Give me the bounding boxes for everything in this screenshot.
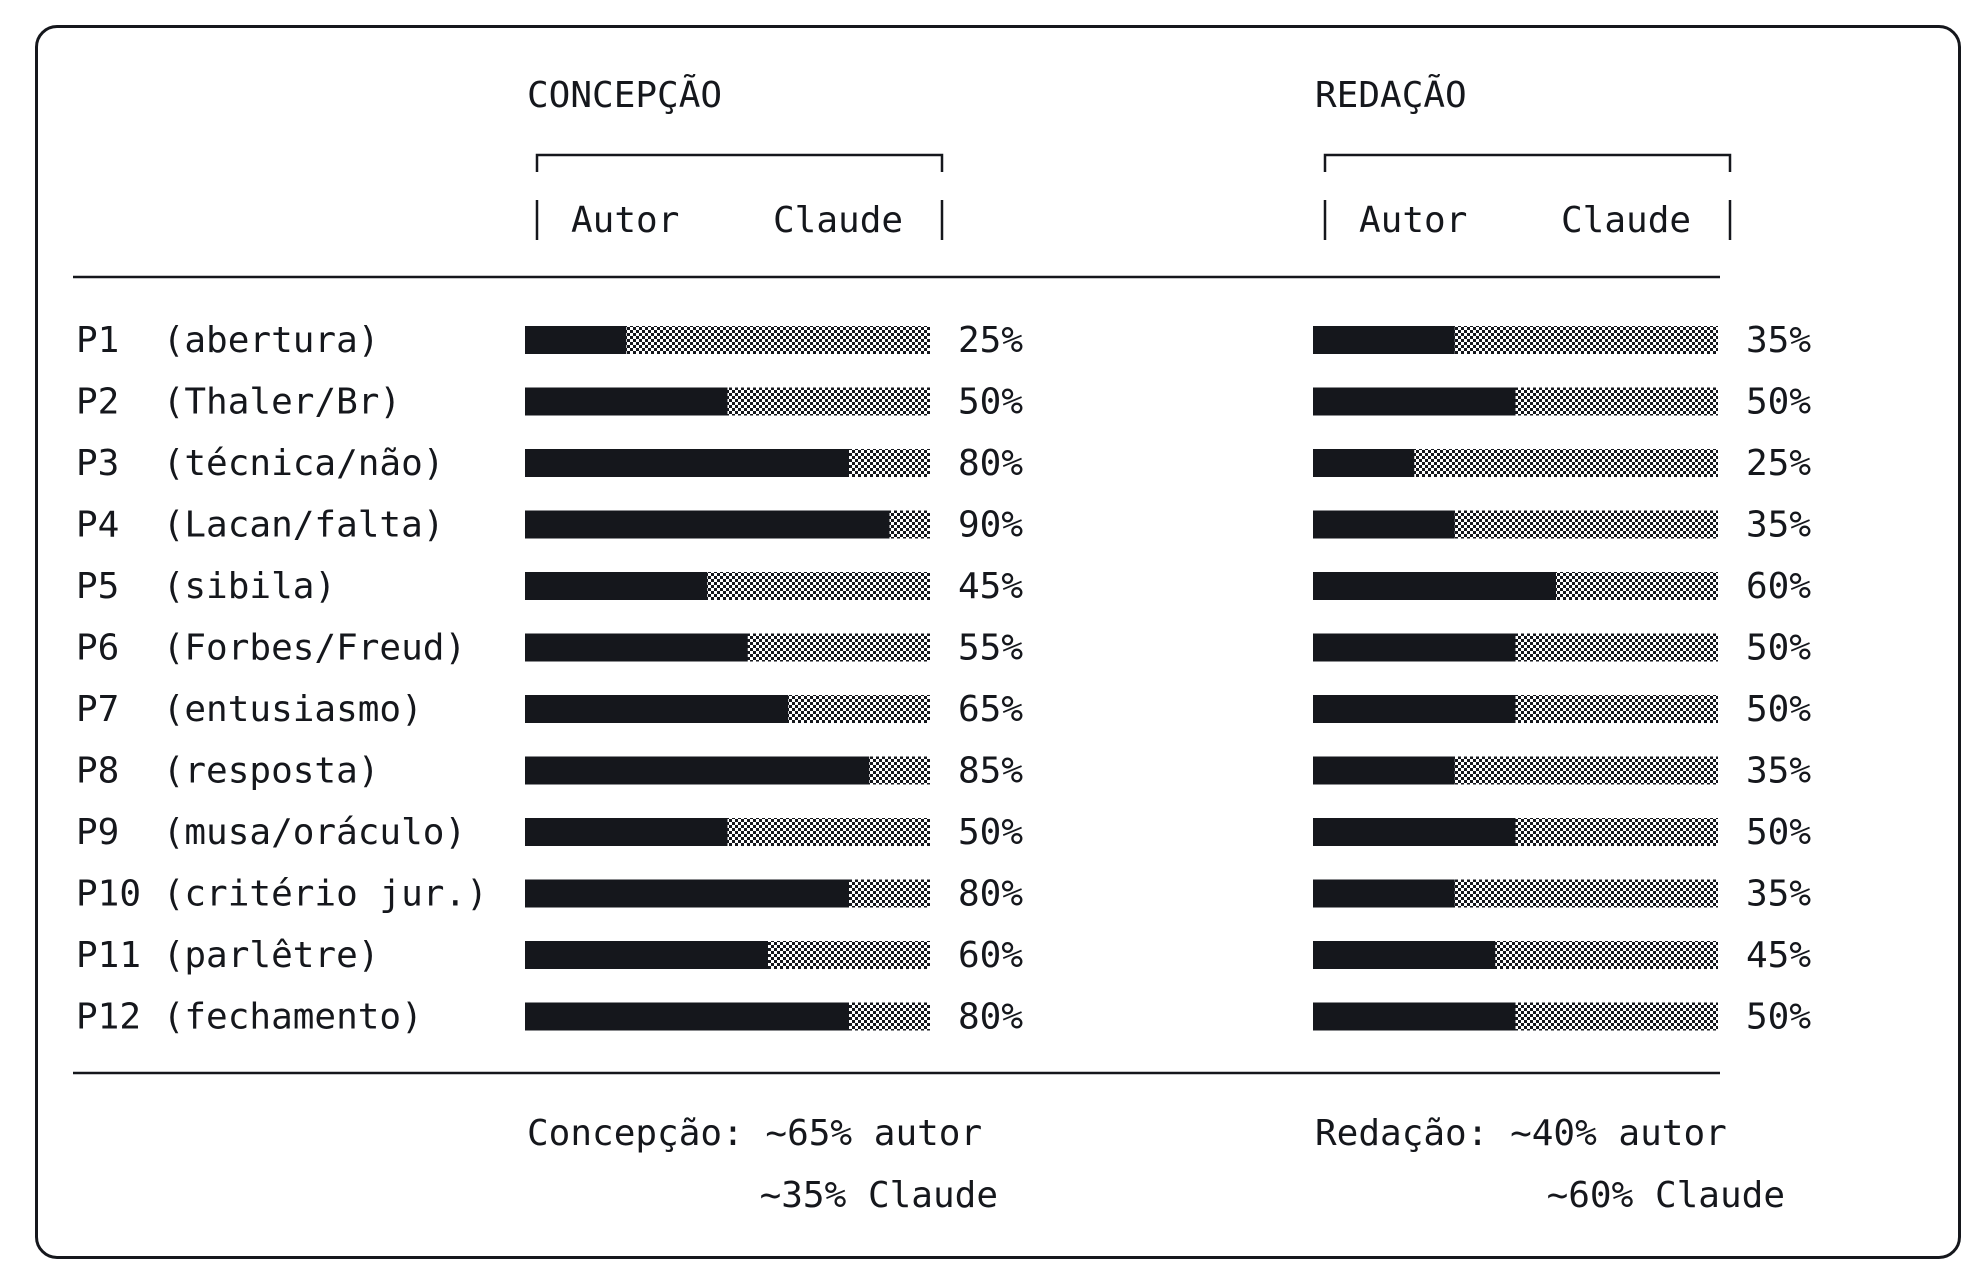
redacao-summary-line1: Redação: ~40% autor bbox=[1315, 1113, 1727, 1154]
redacao-value-label-2: 50% bbox=[1746, 382, 1811, 423]
concepcao-bar-autor-8 bbox=[525, 756, 870, 785]
concepcao-summary-line1: Concepção: ~65% autor bbox=[527, 1113, 982, 1154]
redacao-summary-line2: ~60% Claude bbox=[1547, 1175, 1785, 1216]
concepcao-value-label-9: 50% bbox=[958, 812, 1023, 853]
concepcao-value-label-7: 65% bbox=[958, 689, 1023, 730]
redacao-legend-autor: Autor bbox=[1359, 200, 1467, 241]
redacao-bar-autor-4 bbox=[1313, 510, 1455, 539]
concepcao-bar-autor-4 bbox=[525, 510, 890, 539]
category-label-8: P8 (resposta) bbox=[76, 751, 379, 792]
redacao-value-label-6: 50% bbox=[1746, 628, 1811, 669]
concepcao-bar-autor-10 bbox=[525, 879, 849, 908]
category-label-3: P3 (técnica/não) bbox=[76, 443, 444, 484]
concepcao-bar-autor-3 bbox=[525, 449, 849, 477]
concepcao-value-label-10: 80% bbox=[958, 874, 1023, 915]
category-label-10: P10 (critério jur.) bbox=[76, 874, 488, 915]
redacao-value-label-4: 35% bbox=[1746, 505, 1811, 546]
category-label-4: P4 (Lacan/falta) bbox=[76, 505, 444, 546]
concepcao-bar-autor-2 bbox=[525, 387, 728, 416]
redacao-value-label-9: 50% bbox=[1746, 812, 1811, 853]
redacao-legend-claude: Claude bbox=[1561, 200, 1691, 241]
redacao-bar-autor-6 bbox=[1313, 633, 1516, 662]
redacao-value-label-11: 45% bbox=[1746, 935, 1811, 976]
concepcao-bar-autor-11 bbox=[525, 941, 768, 969]
redacao-bar-autor-7 bbox=[1313, 695, 1516, 723]
concepcao-value-label-12: 80% bbox=[958, 997, 1023, 1038]
concepcao-value-label-3: 80% bbox=[958, 443, 1023, 484]
redacao-bar-autor-9 bbox=[1313, 818, 1516, 846]
concepcao-legend-autor: Autor bbox=[571, 200, 679, 241]
redacao-value-label-3: 25% bbox=[1746, 443, 1811, 484]
concepcao-bar-autor-1 bbox=[525, 326, 627, 354]
concepcao-bar-autor-7 bbox=[525, 695, 789, 723]
concepcao-bracket bbox=[535, 153, 944, 172]
redacao-bar-autor-1 bbox=[1313, 326, 1455, 354]
redacao-value-label-1: 35% bbox=[1746, 320, 1811, 361]
concepcao-bar-autor-12 bbox=[525, 1002, 849, 1031]
redacao-value-label-5: 60% bbox=[1746, 566, 1811, 607]
category-label-11: P11 (parlêtre) bbox=[76, 935, 379, 976]
concepcao-value-label-1: 25% bbox=[958, 320, 1023, 361]
redacao-bar-autor-12 bbox=[1313, 1002, 1516, 1031]
category-label-1: P1 (abertura) bbox=[76, 320, 379, 361]
redacao-value-label-8: 35% bbox=[1746, 751, 1811, 792]
redacao-title: REDAÇÃO bbox=[1315, 74, 1467, 116]
concepcao-value-label-4: 90% bbox=[958, 505, 1023, 546]
concepcao-summary-line2: ~35% Claude bbox=[760, 1175, 998, 1216]
concepcao-value-label-8: 85% bbox=[958, 751, 1023, 792]
redacao-bar-autor-5 bbox=[1313, 572, 1556, 600]
category-label-2: P2 (Thaler/Br) bbox=[76, 382, 401, 423]
redacao-bracket bbox=[1323, 153, 1732, 172]
category-label-9: P9 (musa/oráculo) bbox=[76, 812, 466, 853]
chart-frame bbox=[35, 25, 1961, 1259]
category-label-5: P5 (sibila) bbox=[76, 566, 336, 607]
redacao-value-label-7: 50% bbox=[1746, 689, 1811, 730]
concepcao-bar-autor-5 bbox=[525, 572, 708, 600]
category-label-6: P6 (Forbes/Freud) bbox=[76, 628, 466, 669]
concepcao-bar-autor-9 bbox=[525, 818, 728, 846]
category-label-12: P12 (fechamento) bbox=[76, 997, 423, 1038]
concepcao-bar-autor-6 bbox=[525, 633, 748, 662]
concepcao-value-label-6: 55% bbox=[958, 628, 1023, 669]
redacao-bar-autor-2 bbox=[1313, 387, 1516, 416]
redacao-value-label-12: 50% bbox=[1746, 997, 1811, 1038]
concepcao-value-label-5: 45% bbox=[958, 566, 1023, 607]
category-label-7: P7 (entusiasmo) bbox=[76, 689, 423, 730]
concepcao-legend-claude: Claude bbox=[773, 200, 903, 241]
redacao-bar-autor-3 bbox=[1313, 449, 1415, 477]
concepcao-value-label-11: 60% bbox=[958, 935, 1023, 976]
redacao-value-label-10: 35% bbox=[1746, 874, 1811, 915]
redacao-bar-autor-10 bbox=[1313, 879, 1455, 908]
concepcao-title: CONCEPÇÃO bbox=[527, 74, 722, 116]
concepcao-value-label-2: 50% bbox=[958, 382, 1023, 423]
redacao-bar-autor-11 bbox=[1313, 941, 1496, 969]
redacao-bar-autor-8 bbox=[1313, 756, 1455, 785]
